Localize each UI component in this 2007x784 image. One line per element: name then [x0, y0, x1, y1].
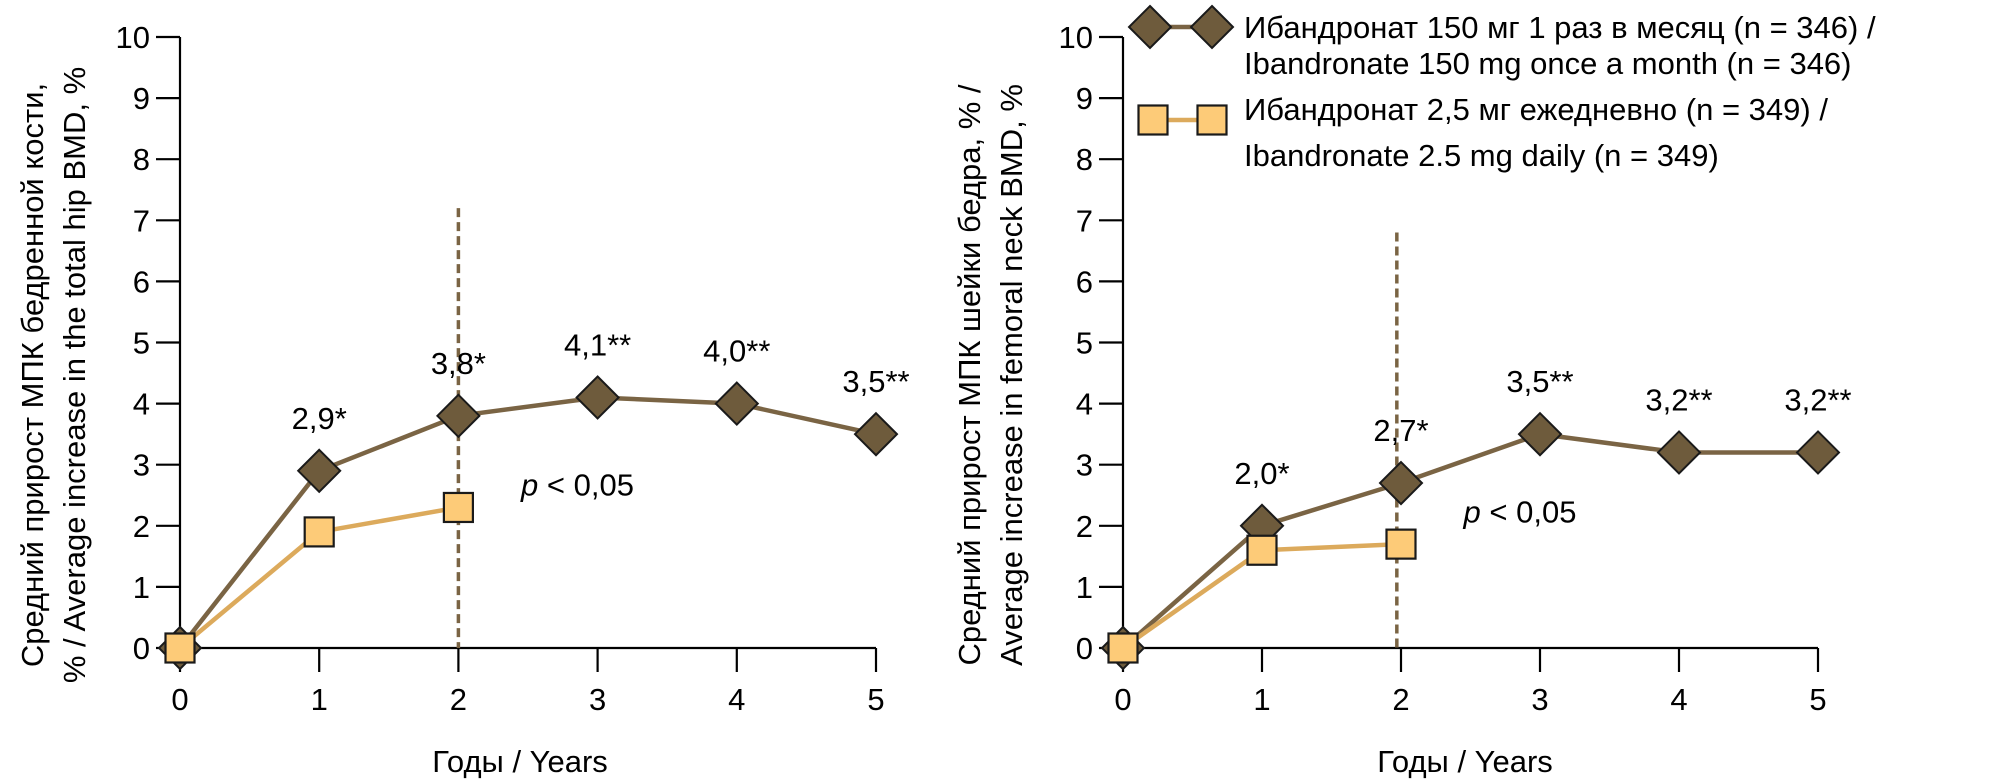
data-point-daily — [164, 632, 196, 664]
data-point-monthly — [1795, 430, 1841, 475]
legend-diamond-icon — [1127, 4, 1173, 50]
y-tick-label: 8 — [1076, 142, 1093, 177]
x-tick-label: 0 — [1114, 682, 1131, 717]
legend-square-icon — [1137, 104, 1169, 136]
data-label-monthly: 3,5** — [1506, 364, 1573, 399]
data-point-daily — [1107, 632, 1139, 664]
x-tick-label: 1 — [311, 682, 328, 717]
y-tick-label: 0 — [1076, 631, 1093, 666]
legend-diamond-icon — [1189, 4, 1235, 50]
legend-label-ru: Ибандронат 2,5 мг ежедневно (n = 349) / — [1244, 92, 1828, 127]
series-line-monthly — [1121, 431, 1818, 650]
chart-femoral-neck-bmd: 0 1 2 3 4 5 6 7 8 9 10 0 1 2 3 4 5 Годы / Years Средний пр… — [952, 20, 1852, 779]
data-point-monthly — [714, 381, 760, 427]
data-point-daily — [442, 491, 474, 524]
data-label-monthly: 2,9* — [292, 401, 347, 436]
data-point-monthly — [853, 411, 899, 457]
y-tick-label: 2 — [133, 509, 150, 544]
y-tick-label: 1 — [1076, 570, 1093, 605]
y-tick-label: 5 — [133, 326, 150, 361]
x-tick-label: 5 — [1809, 682, 1826, 717]
y-tick-label: 3 — [133, 448, 150, 483]
x-tick-label: 3 — [589, 682, 606, 717]
data-point-monthly — [435, 393, 481, 439]
data-point-monthly — [575, 375, 621, 420]
legend-label-en: Ibandronate 150 mg once a month (n = 346… — [1244, 46, 1852, 81]
legend-item-monthly: Ибандронат 150 мг 1 раз в месяц (n = 346… — [1127, 4, 1876, 81]
data-label-monthly: 3,2** — [1645, 382, 1712, 417]
x-tick-label: 3 — [1531, 682, 1548, 717]
p-symbol: p — [520, 467, 538, 502]
data-point-daily — [303, 516, 335, 548]
p-value-annotation: p < 0,05 — [1463, 495, 1577, 530]
y-tick-label: 10 — [1059, 20, 1093, 55]
series-line-monthly — [178, 395, 877, 650]
y-tick-label: 6 — [133, 264, 150, 299]
y-axis-title-line1: Средний прирост МПК шейки бедра, % / — [952, 84, 987, 665]
data-label-monthly: 4,0** — [703, 334, 770, 369]
x-axis-title: Годы / Years — [432, 744, 608, 779]
p-threshold: < 0,05 — [538, 467, 634, 502]
y-axis-title-line2: Average increase in femoral neck BMD, % — [994, 84, 1029, 666]
y-tick-label: 7 — [1076, 203, 1093, 238]
p-value-annotation: p < 0,05 — [520, 467, 634, 502]
y-axis-title-line2: % / Average increase in the total hip BM… — [57, 67, 92, 683]
y-tick-label: 4 — [133, 387, 150, 422]
y-tick-label: 8 — [133, 142, 150, 177]
data-point-daily — [1246, 534, 1278, 566]
y-tick-label: 9 — [1076, 81, 1093, 116]
data-label-monthly: 3,8* — [431, 346, 486, 381]
x-tick-label: 0 — [171, 682, 188, 717]
data-point-monthly — [1378, 460, 1424, 506]
legend-item-daily: Ибандронат 2,5 мг ежедневно (n = 349) / I… — [1137, 92, 1828, 173]
data-label-monthly: 2,7* — [1373, 413, 1428, 448]
data-point-monthly — [1656, 430, 1702, 475]
chart-total-hip-bmd: 0 1 2 3 4 5 6 7 8 9 10 0 1 2 3 4 5 Годы / Years Средний пр… — [15, 20, 910, 779]
x-tick-label: 4 — [1670, 682, 1687, 717]
p-threshold: < 0,05 — [1481, 495, 1577, 530]
data-label-monthly: 2,0* — [1234, 456, 1289, 491]
legend-label-ru: Ибандронат 150 мг 1 раз в месяц (n = 346… — [1244, 10, 1876, 45]
x-tick-label: 2 — [450, 682, 467, 717]
y-tick-label: 0 — [133, 631, 150, 666]
y-tick-label: 9 — [133, 81, 150, 116]
y-tick-label: 7 — [133, 203, 150, 238]
data-point-daily — [1385, 528, 1417, 560]
data-label-monthly: 3,5** — [842, 364, 909, 399]
y-tick-label: 6 — [1076, 264, 1093, 299]
x-tick-label: 2 — [1392, 682, 1409, 717]
x-tick-label: 4 — [728, 682, 745, 717]
legend: Ибандронат 150 мг 1 раз в месяц (n = 346… — [1127, 4, 1876, 173]
y-tick-label: 10 — [116, 20, 150, 55]
legend-square-icon — [1196, 104, 1228, 136]
data-point-monthly — [296, 448, 342, 494]
y-tick-label: 5 — [1076, 326, 1093, 361]
y-tick-label: 1 — [133, 570, 150, 605]
x-tick-label: 1 — [1253, 682, 1270, 717]
x-axis-title: Годы / Years — [1377, 744, 1553, 779]
y-tick-label: 4 — [1076, 387, 1093, 422]
x-tick-label: 5 — [867, 682, 884, 717]
y-tick-label: 2 — [1076, 509, 1093, 544]
data-label-monthly: 3,2** — [1784, 382, 1851, 417]
data-label-monthly: 4,1** — [564, 327, 631, 362]
y-axis-title-line1: Средний прирост МПК бедренной кости, — [15, 83, 50, 667]
y-tick-label: 3 — [1076, 448, 1093, 483]
legend-label-en: Ibandronate 2.5 mg daily (n = 349) — [1244, 138, 1719, 173]
p-symbol: p — [1463, 495, 1481, 530]
data-point-monthly — [1517, 411, 1563, 457]
